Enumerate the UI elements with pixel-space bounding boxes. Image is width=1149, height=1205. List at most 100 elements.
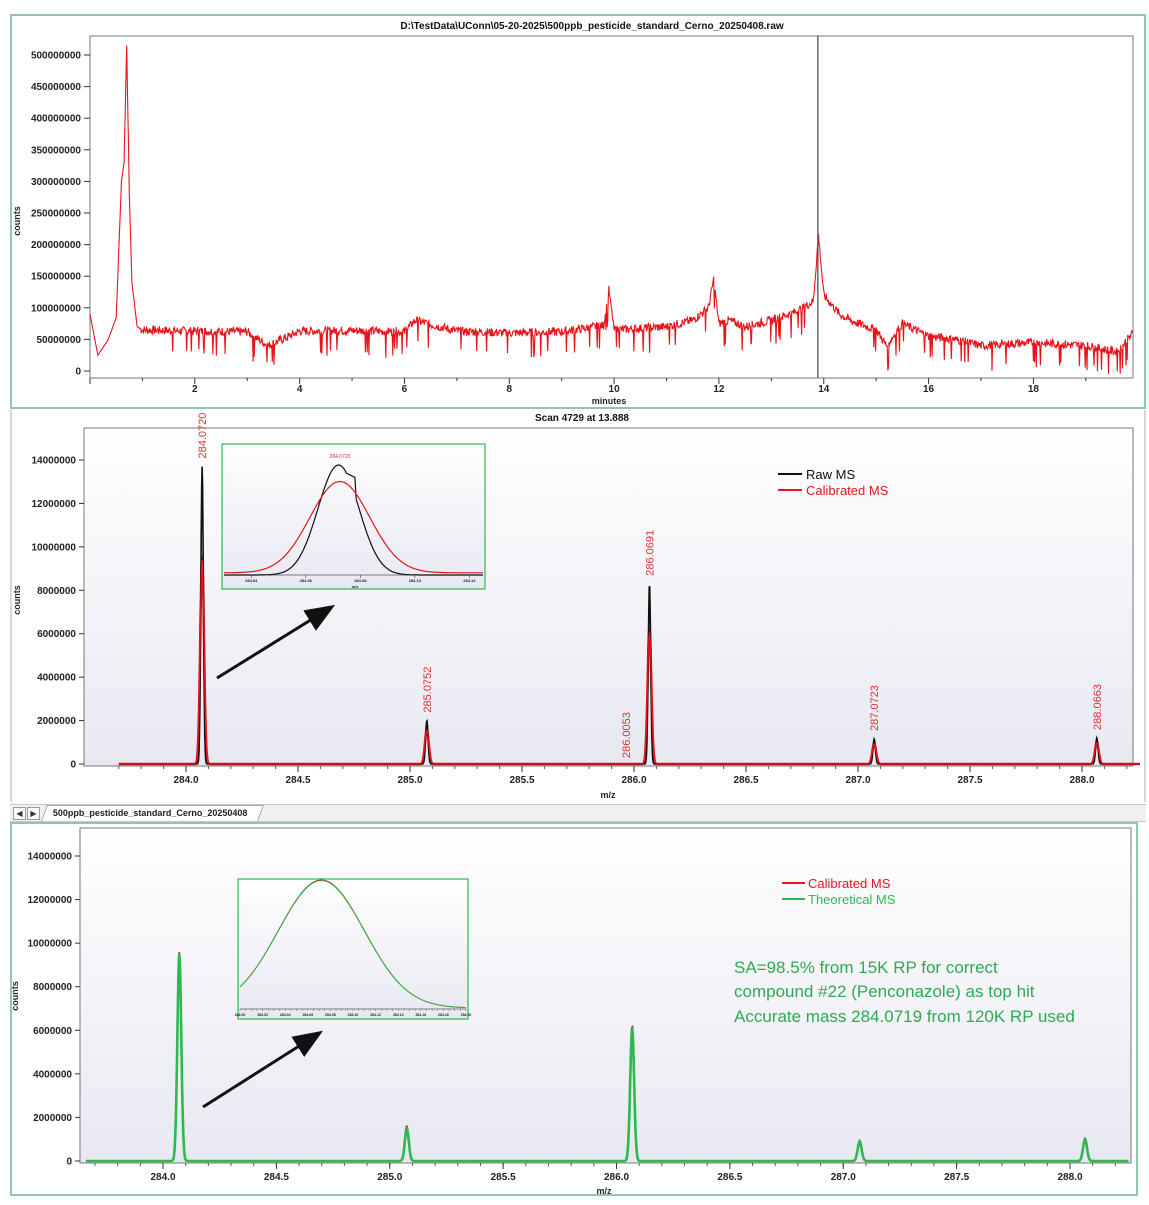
ms1-zoom-inset: 284.04 284.06 284.08 284.10 284.12 284.0720 …	[221, 443, 486, 590]
tab-next-button[interactable]: ▶	[27, 807, 40, 820]
document-tab-bar: ◀ ▶ 500ppb_pesticide_standard_Cerno_2025…	[10, 804, 1146, 822]
peak-label: 285.0752	[422, 667, 434, 713]
ms2-y-ticks: 14000000 12000000 10000000 8000000 6000000 40…	[28, 852, 80, 1168]
inset-tick-label-2: 284.00	[235, 1013, 246, 1017]
x-tick-label: 286.0	[604, 1172, 629, 1183]
x-tick-label: 288.0	[1069, 775, 1094, 786]
peak-label: 286.0053	[621, 712, 633, 758]
theoretical-ms-trace	[85, 953, 1129, 1163]
y-tick-label: 6000000	[33, 1026, 72, 1037]
chromatogram-plot-area[interactable]	[89, 35, 1134, 379]
x-tick-label: 287.5	[944, 1172, 969, 1183]
chromatogram-x-ticks: 2 4 6 8 10 12 14 16 18	[89, 378, 1087, 395]
chromatogram-trace-group	[89, 45, 1134, 374]
x-tick-label: 288.0	[1057, 1172, 1082, 1183]
chrom-y-tick-label: 150000000	[31, 272, 81, 283]
chrom-x-tick-label: 18	[1028, 384, 1040, 395]
ms1-traces	[118, 466, 1140, 766]
y-tick-label: 0	[66, 1157, 72, 1168]
x-tick-label: 287.5	[957, 775, 982, 786]
y-tick-label: 14000000	[32, 456, 77, 467]
legend-calibrated-ms-2: Calibrated MS	[808, 876, 891, 891]
x-tick-label: 287.0	[831, 1172, 856, 1183]
y-tick-label: 10000000	[28, 939, 73, 950]
legend-raw-ms: Raw MS	[806, 467, 855, 482]
y-tick-label: 0	[70, 760, 76, 771]
tab-prev-button[interactable]: ◀	[13, 807, 26, 820]
chrom-y-tick-label: 500000000	[31, 51, 81, 62]
y-tick-label: 8000000	[33, 982, 72, 993]
chrom-y-tick-label: 450000000	[31, 82, 81, 93]
y-tick-label: 14000000	[28, 852, 73, 863]
ms1-x-label: m/z	[600, 790, 616, 800]
x-tick-label: 285.5	[509, 775, 534, 786]
tab-document-label: 500ppb_pesticide_standard_Cerno_20250408	[52, 808, 248, 818]
inset-tick-label-2: 284.14	[393, 1013, 404, 1017]
ms2-zoom-inset: 284.00 284.02 284.04 284.06 284.08 284.10 284.…	[235, 878, 471, 1020]
legend-calibrated-ms: Calibrated MS	[806, 483, 889, 498]
peak-label: 288.0663	[1092, 684, 1104, 730]
y-tick-label: 10000000	[32, 542, 77, 553]
y-tick-label: 12000000	[28, 895, 73, 906]
inset-tick-label-2: 284.04	[280, 1013, 291, 1017]
chromatogram-chart: D:\TestData\UConn\05-20-2025\500ppb_pest…	[12, 21, 1134, 406]
ms-calibrated-theoretical-panel: counts m/z 14000000 12000000 10000000 80000…	[10, 822, 1138, 1196]
ms1-y-ticks: 14000000 12000000 10000000 8000000 6000000 40…	[32, 456, 84, 771]
x-tick-label: 285.0	[397, 775, 422, 786]
chrom-y-tick-label: 100000000	[31, 303, 81, 314]
chrom-y-tick-label: 200000000	[31, 240, 81, 251]
chrom-x-tick-label: 16	[923, 384, 935, 395]
inset-raw-trace	[224, 464, 483, 576]
ms-raw-calibrated-panel: Scan 4729 at 13.888 counts m/z 14000000 1…	[10, 410, 1146, 802]
x-tick-label: 285.0	[377, 1172, 402, 1183]
ms2-y-label: counts	[10, 981, 20, 1011]
chrom-y-tick-label: 50000000	[37, 335, 82, 346]
ms1-y-label: counts	[12, 585, 22, 615]
tab-document[interactable]: 500ppb_pesticide_standard_Cerno_20250408	[41, 805, 264, 821]
chrom-y-tick-label: 0	[75, 367, 81, 378]
ms1-legend: Raw MS Calibrated MS	[778, 467, 889, 498]
tic-trace	[89, 45, 1134, 374]
inset-tick-label-2: 284.12	[370, 1013, 381, 1017]
peak-label: 287.0723	[869, 685, 881, 731]
inset-tick-label-2: 284.02	[257, 1013, 268, 1017]
annotation-line-2: compound #22 (Penconazole) as top hit	[734, 982, 1035, 1001]
chromatogram-x-label: minutes	[592, 396, 627, 406]
peak-label: 284.0720	[197, 413, 209, 459]
chromatogram-y-ticks: 5000000004500000004000000003500000003000…	[31, 51, 90, 378]
inset-peak-label: 284.0720	[330, 454, 351, 460]
chrom-x-tick-label: 6	[402, 384, 408, 395]
x-tick-label: 284.5	[264, 1172, 289, 1183]
legend-theoretical-ms: Theoretical MS	[808, 892, 896, 907]
chrom-y-tick-label: 400000000	[31, 114, 81, 125]
scan-title: Scan 4729 at 13.888	[535, 413, 629, 424]
peak-label: 286.0691	[644, 530, 656, 576]
inset-tick-label: 284.10	[409, 578, 422, 583]
zoom-arrow-2	[202, 1030, 324, 1109]
chromatogram-y-label: counts	[12, 206, 22, 236]
inset-tick-label-2: 284.16	[415, 1013, 426, 1017]
x-tick-label: 284.0	[173, 775, 198, 786]
chrom-y-tick-label: 350000000	[31, 145, 81, 156]
x-tick-label: 287.0	[845, 775, 870, 786]
chrom-x-tick-label: 14	[818, 384, 830, 395]
x-tick-label: 286.0	[621, 775, 646, 786]
y-tick-label: 2000000	[37, 716, 76, 727]
x-tick-label: 286.5	[733, 775, 758, 786]
inset-tick-label-2: 284.18	[438, 1013, 449, 1017]
x-tick-label: 286.5	[717, 1172, 742, 1183]
chromatogram-title: D:\TestData\UConn\05-20-2025\500ppb_pest…	[400, 21, 784, 32]
ms1-x-ticks: 284.0 284.5 285.0 285.5 286.0 286.5 287.0 287.5…	[118, 766, 1128, 786]
chrom-y-tick-label: 300000000	[31, 177, 81, 188]
chromatogram-panel: D:\TestData\UConn\05-20-2025\500ppb_pest…	[10, 14, 1146, 409]
inset-tick-label-2: 284.10	[348, 1013, 359, 1017]
annotation-line-1: SA=98.5% from 15K RP for correct	[734, 958, 998, 977]
y-tick-label: 6000000	[37, 629, 76, 640]
ms2-legend: Calibrated MS Theoretical MS	[782, 876, 896, 907]
ms1-peak-labels: 284.0720 285.0752 286.0053 286.0691 287.0723…	[197, 413, 1104, 758]
chrom-x-tick-label: 2	[192, 384, 198, 395]
chrom-y-tick-label: 250000000	[31, 209, 81, 220]
ms-raw-calibrated-chart: Scan 4729 at 13.888 counts m/z 14000000 1…	[12, 413, 1140, 800]
ms2-x-ticks: 284.0 284.5 285.0 285.5 286.0 286.5 287.0 287.5…	[94, 1163, 1116, 1183]
chrom-x-tick-label: 8	[507, 384, 513, 395]
